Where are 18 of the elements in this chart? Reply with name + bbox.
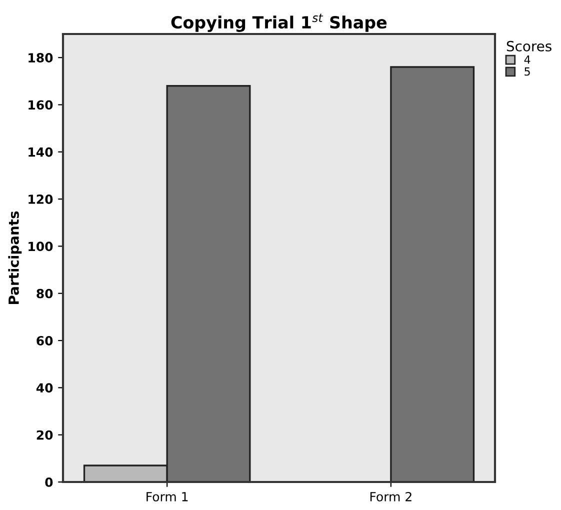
y-tick-label: 60 [36, 336, 53, 346]
y-tick-label: 100 [28, 242, 53, 252]
legend-title: Scores [506, 40, 552, 52]
y-tick-label: 140 [28, 147, 53, 157]
y-tick-label: 160 [28, 100, 53, 110]
y-tick-label: 120 [28, 194, 53, 204]
bar [390, 66, 475, 482]
legend-label: 5 [524, 67, 530, 76]
chart-title: Copying Trial 1$^{st}$ Shape [171, 14, 387, 32]
x-tick-label: Form 2 [370, 492, 412, 502]
x-tick-label: Form 1 [146, 492, 188, 502]
legend-label: 4 [524, 56, 530, 64]
y-tick-label: 20 [36, 430, 53, 440]
y-tick-label: 0 [45, 477, 53, 487]
y-tick-label: 80 [36, 288, 53, 298]
y-axis-title: Participants [8, 211, 22, 304]
y-tick-label: 180 [28, 53, 53, 63]
y-tick-label: 40 [36, 383, 53, 393]
